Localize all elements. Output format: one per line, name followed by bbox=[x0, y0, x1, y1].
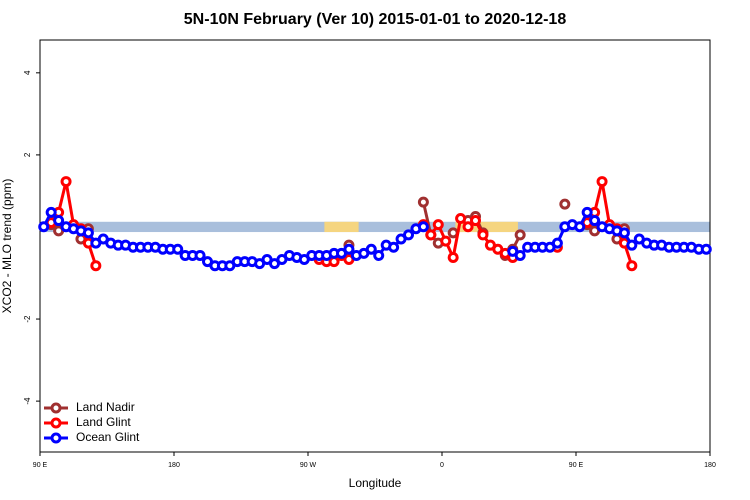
data-point bbox=[432, 219, 444, 231]
data-point bbox=[581, 206, 593, 218]
data-point bbox=[403, 229, 414, 241]
legend-marker bbox=[50, 402, 62, 414]
data-point bbox=[596, 176, 608, 188]
data-point bbox=[447, 251, 459, 263]
data-point bbox=[172, 243, 184, 255]
x-tick-label: 180 bbox=[704, 462, 716, 469]
data-point bbox=[343, 243, 355, 255]
x-tick-label: 90 E bbox=[569, 462, 584, 469]
x-axis-title: Longitude bbox=[349, 476, 402, 490]
data-point bbox=[618, 227, 630, 239]
data-point bbox=[38, 221, 50, 233]
data-point bbox=[626, 239, 638, 251]
data-point bbox=[589, 215, 601, 227]
y-tick-label: 4 bbox=[23, 70, 32, 75]
data-point bbox=[417, 221, 429, 233]
ocean-band bbox=[40, 221, 710, 233]
data-point bbox=[417, 196, 429, 208]
data-point bbox=[551, 237, 563, 249]
data-point bbox=[626, 260, 638, 272]
legend-label: Ocean Glint bbox=[76, 430, 140, 444]
data-point bbox=[462, 221, 474, 233]
data-point bbox=[82, 227, 94, 239]
data-point bbox=[53, 215, 65, 227]
legend-label: Land Glint bbox=[76, 415, 131, 429]
legend-label: Land Nadir bbox=[76, 400, 135, 414]
data-point bbox=[477, 229, 489, 241]
data-point bbox=[425, 229, 437, 241]
data-point bbox=[700, 243, 712, 255]
chart-title: 5N-10N February (Ver 10) 2015-01-01 to 2… bbox=[184, 11, 567, 28]
data-point bbox=[470, 215, 481, 227]
legend-marker bbox=[50, 417, 62, 429]
x-tick-label: 90 E bbox=[33, 462, 48, 469]
y-tick-label: -4 bbox=[23, 397, 32, 405]
x-tick-label: 0 bbox=[440, 462, 444, 469]
y-tick-label: -2 bbox=[23, 315, 32, 323]
data-point bbox=[45, 206, 57, 218]
data-point bbox=[373, 249, 385, 261]
land-band bbox=[455, 221, 518, 233]
x-tick-label: 90 W bbox=[300, 462, 317, 469]
x-tick-label: 180 bbox=[168, 462, 180, 469]
y-tick-label: 2 bbox=[23, 152, 32, 157]
data-point bbox=[365, 243, 377, 255]
data-point bbox=[90, 260, 102, 272]
legend-marker bbox=[50, 432, 62, 444]
land-band bbox=[324, 221, 359, 233]
data-point bbox=[514, 249, 526, 261]
data-point bbox=[440, 235, 452, 247]
data-point bbox=[574, 221, 586, 233]
y-axis-title: XCO2 - MLO trend (ppm) bbox=[0, 179, 14, 314]
data-point bbox=[559, 198, 571, 210]
data-point bbox=[194, 249, 206, 261]
data-point bbox=[514, 229, 526, 241]
data-point bbox=[455, 213, 467, 225]
data-point bbox=[60, 176, 72, 188]
data-point bbox=[388, 241, 400, 253]
